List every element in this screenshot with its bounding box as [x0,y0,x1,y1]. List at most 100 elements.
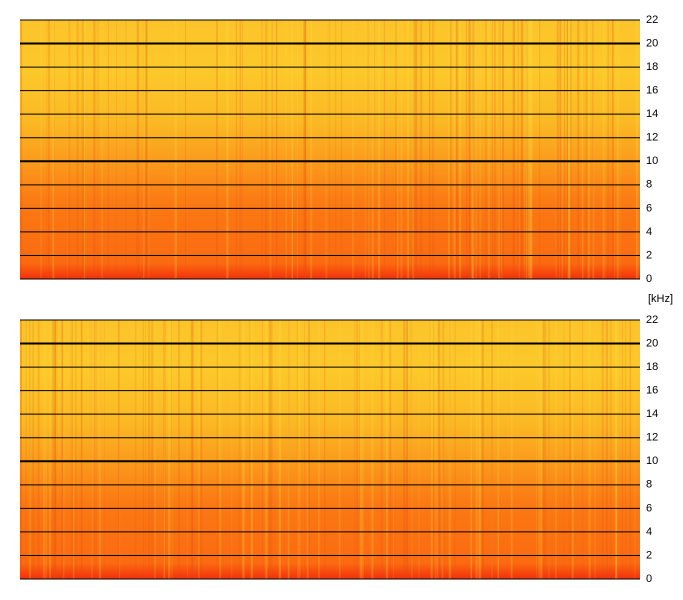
spectral-streak [481,320,484,579]
spectral-streak [226,20,229,279]
y-tick-label: 22 [646,314,658,326]
spectral-streak [475,320,478,579]
spectral-streak [497,20,501,279]
spectral-streak [296,20,298,279]
spectral-streak [306,320,309,579]
spectral-streak [216,320,218,579]
spectral-streak [510,320,513,579]
spectral-streak [276,20,278,279]
spectral-streak [605,320,608,579]
spectral-streak [287,320,290,579]
spectral-streak [448,320,452,579]
spectral-streak [94,320,96,579]
spectral-streak [540,320,543,579]
spectral-streak [400,20,403,279]
spectral-streak [178,320,180,579]
spectral-streak [386,320,389,579]
spectral-streak [136,20,140,279]
spectral-streak [54,20,55,279]
spectral-streak [95,320,97,579]
spectral-streak [395,20,398,279]
spectral-streak [61,320,63,579]
spectral-streak [262,320,263,579]
spectral-streak [385,320,387,579]
spectral-streak [75,320,77,579]
y-tick-label: 20 [646,37,658,49]
spectral-streak [454,320,456,579]
spectral-streak [80,320,83,579]
spectral-streak [594,320,595,579]
spectral-streak [619,20,621,279]
spectral-streak [219,320,222,579]
spectral-streak [611,20,613,279]
spectral-streak [479,320,481,579]
spectral-streak [472,20,475,279]
spectral-streak [629,320,632,579]
y-tick-label: 4 [646,526,652,538]
spectral-streak [291,20,294,279]
spectral-streak [542,320,545,579]
spectral-streak [305,20,307,279]
spectral-streak [383,20,386,279]
spectral-streak [571,320,574,579]
spectral-streak [434,320,437,579]
spectral-streak [607,20,610,279]
spectral-streak [411,320,413,579]
spectral-streak [585,20,588,279]
spectral-streak [98,320,102,579]
spectral-streak [303,320,305,579]
spectral-streak [563,20,565,279]
spectral-streak [569,320,571,579]
spectral-streak [582,20,584,279]
spectral-streak [568,20,571,279]
spectral-streak [559,20,560,279]
spectral-streak [20,20,23,279]
spectral-streak [271,20,273,279]
spectral-streak [491,320,493,579]
spectral-streak [261,20,263,279]
spectral-streak [355,320,359,579]
spectral-streak [42,320,46,579]
spectral-streak [324,320,326,579]
spectral-streak [328,20,330,279]
spectral-streak [48,20,50,279]
spectral-streak [536,320,537,579]
spectral-streak [595,320,596,579]
spectral-streak [374,20,375,279]
spectral-streak [358,320,361,579]
spectral-streak [530,20,532,279]
spectral-streak [523,20,525,279]
spectral-streak [485,20,487,279]
spectral-streak [431,20,435,279]
y-tick-label: 6 [646,202,652,214]
spectral-streak [250,320,253,579]
spectral-streak [577,20,580,279]
spectral-streak [76,20,79,279]
y-tick-label: 14 [646,408,658,420]
spectral-streak [200,320,203,579]
spectral-streak [520,20,524,279]
spectral-streak [338,320,341,579]
spectral-streak [517,20,519,279]
spectral-streak [307,320,311,579]
y-tick-label: 6 [646,502,652,514]
spectral-streak [52,320,54,579]
spectral-streak [73,320,75,579]
spectral-streak [448,20,450,279]
spectral-streak [117,320,120,579]
spectral-streak [602,20,604,279]
spectral-streak [174,20,177,279]
spectral-streak [378,20,381,279]
spectral-streak [370,320,373,579]
spectral-streak [372,320,374,579]
y-tick-label: 20 [646,337,658,349]
spectral-streak [615,320,618,579]
spectral-streak [569,20,572,279]
spectral-streak [412,20,415,279]
spectral-streak [61,320,64,579]
spectral-streak [238,320,241,579]
spectral-streak [455,20,458,279]
spectral-streak [539,20,541,279]
spectral-streak [393,320,394,579]
spectral-streak [448,320,451,579]
